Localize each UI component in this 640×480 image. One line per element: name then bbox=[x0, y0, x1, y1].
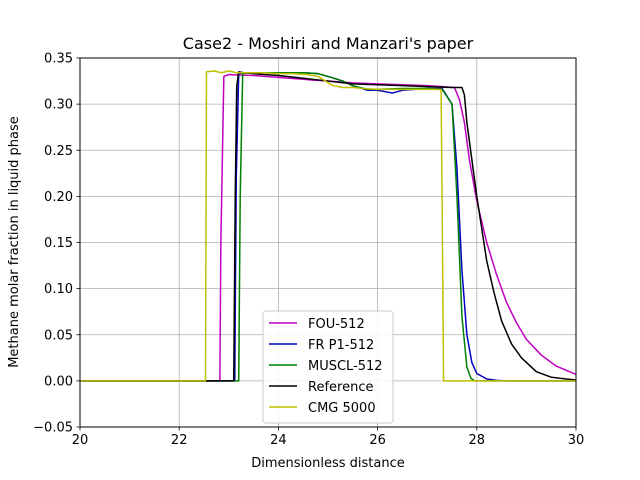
legend: FOU-512 FR P1-512 MUSCL-512 Reference CMG 50… bbox=[262, 310, 394, 424]
x-axis-label: Dimensionless distance bbox=[251, 456, 404, 471]
y-tick-label: 0.35 bbox=[44, 52, 73, 67]
x-tick-label: 28 bbox=[469, 433, 486, 448]
y-axis-label: Methane molar fraction in liquid phase bbox=[7, 116, 22, 368]
series-line-reference bbox=[80, 71, 577, 382]
legend-label-fr-p1-512: FR P1-512 bbox=[308, 338, 374, 353]
legend-label-reference: Reference bbox=[308, 380, 373, 395]
y-tick-label: −0.05 bbox=[33, 421, 73, 436]
y-tick-label: 0.15 bbox=[44, 236, 73, 251]
x-tick-label: 22 bbox=[171, 433, 188, 448]
legend-box bbox=[262, 310, 394, 424]
x-tick-label: 20 bbox=[72, 433, 89, 448]
x-tick-label: 26 bbox=[369, 433, 386, 448]
x-tick-label: 30 bbox=[568, 433, 585, 448]
y-tick-label: 0.20 bbox=[44, 190, 73, 205]
x-tick-label: 24 bbox=[270, 433, 287, 448]
series-lines bbox=[80, 70, 577, 382]
legend-label-fou-512: FOU-512 bbox=[308, 317, 365, 332]
y-tick-label: 0.00 bbox=[44, 374, 73, 389]
y-tick-label: 0.30 bbox=[44, 98, 73, 113]
legend-label-cmg-5000: CMG 5000 bbox=[308, 401, 376, 416]
series-line-cmg-5000 bbox=[80, 70, 576, 382]
chart-title: Case2 - Moshiri and Manzari's paper bbox=[183, 34, 474, 53]
y-tick-label: 0.25 bbox=[44, 144, 73, 159]
y-tick-label: 0.05 bbox=[44, 328, 73, 343]
y-tick-label: 0.10 bbox=[44, 282, 73, 297]
x-axis: 20 22 24 26 28 30 bbox=[72, 427, 585, 448]
y-axis: −0.05 0.00 0.05 0.10 0.15 0.20 0.25 0.30 0.35 bbox=[33, 52, 80, 436]
legend-label-muscl-512: MUSCL-512 bbox=[308, 359, 383, 374]
